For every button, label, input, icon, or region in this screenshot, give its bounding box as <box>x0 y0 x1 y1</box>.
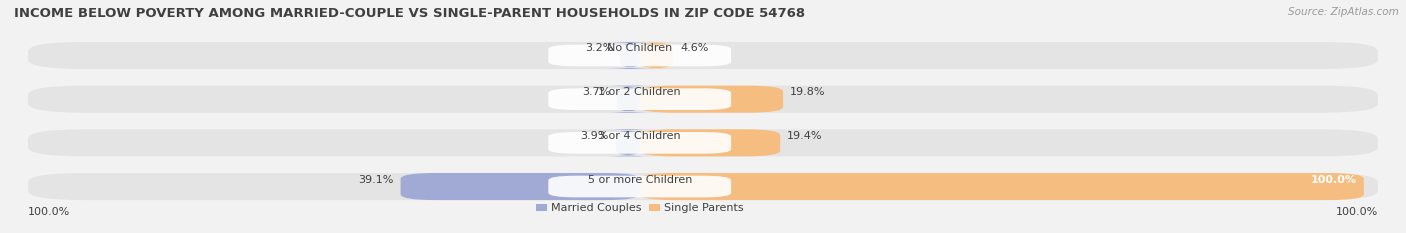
Text: Source: ZipAtlas.com: Source: ZipAtlas.com <box>1288 7 1399 17</box>
Text: 19.4%: 19.4% <box>787 131 823 141</box>
Text: 100.0%: 100.0% <box>1310 175 1357 185</box>
Text: 39.1%: 39.1% <box>359 175 394 185</box>
Text: 19.8%: 19.8% <box>790 87 825 97</box>
Text: 5 or more Children: 5 or more Children <box>588 175 692 185</box>
Legend: Married Couples, Single Parents: Married Couples, Single Parents <box>536 203 744 213</box>
Text: 100.0%: 100.0% <box>1336 207 1378 217</box>
Text: INCOME BELOW POVERTY AMONG MARRIED-COUPLE VS SINGLE-PARENT HOUSEHOLDS IN ZIP COD: INCOME BELOW POVERTY AMONG MARRIED-COUPL… <box>14 7 806 20</box>
Text: 3.2%: 3.2% <box>585 44 613 54</box>
Text: 3 or 4 Children: 3 or 4 Children <box>599 131 681 141</box>
Text: 100.0%: 100.0% <box>28 207 70 217</box>
Text: 3.7%: 3.7% <box>582 87 610 97</box>
Text: 1 or 2 Children: 1 or 2 Children <box>599 87 681 97</box>
Text: No Children: No Children <box>607 44 672 54</box>
Text: 3.9%: 3.9% <box>581 131 609 141</box>
Text: 4.6%: 4.6% <box>681 44 709 54</box>
